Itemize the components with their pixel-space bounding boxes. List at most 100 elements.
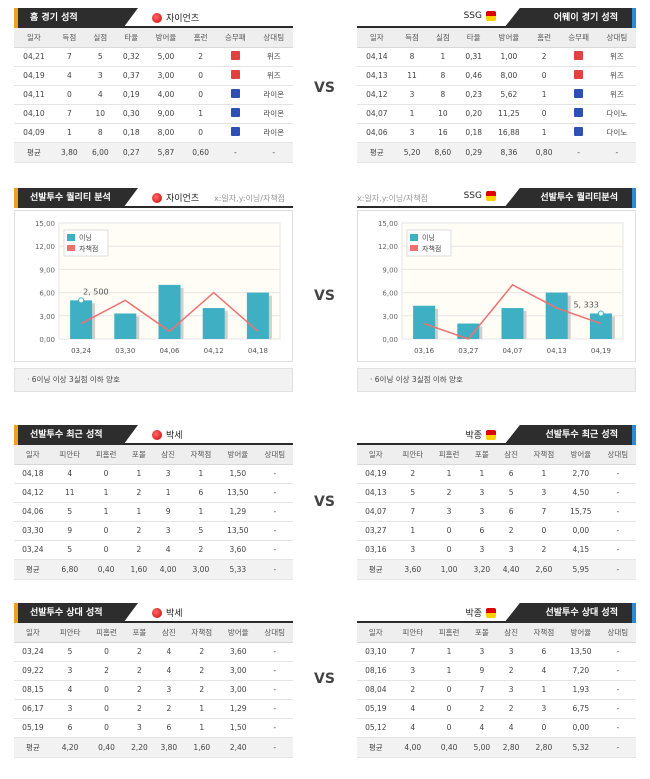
column-header: 일자 [357, 28, 397, 48]
table-cell: 2 [124, 540, 154, 560]
table-row: 03,30 9 0 2 3 5 13,50- [14, 521, 293, 541]
column-header: 득점 [396, 28, 428, 48]
column-header: 승무패 [216, 28, 255, 48]
inning-bar [202, 308, 225, 339]
result-badge-icon [230, 127, 240, 136]
column-header: 자책점 [525, 623, 563, 643]
pitcher-recent-left-panel: 선발투수 최근 성적 박세 일자 피안타 피홈런 포볼 삼진 자책점 방어율 상대팀 04,18… [14, 425, 293, 580]
table-cell: 04,12 [14, 483, 52, 503]
table-cell: 5,00 [146, 47, 186, 67]
table-cell: 7 [394, 502, 431, 522]
table-cell: 3 [396, 85, 428, 105]
table-cell: 13,50 [219, 521, 257, 541]
inning-bar [413, 305, 436, 339]
table-row: 04,11 0 4 0,19 4,00 0 라이온 [14, 85, 293, 105]
table-cell: 05,19 [357, 699, 395, 719]
average-cell: 0,27 [115, 142, 147, 163]
table-cell: 1 [430, 661, 468, 681]
column-header: 상대팀 [599, 623, 636, 643]
table-cell: 04,19 [14, 66, 54, 86]
average-cell: - [254, 142, 293, 163]
table-cell: 8,00 [489, 66, 529, 86]
table-cell: 2 [124, 661, 155, 681]
table-cell: 11 [51, 483, 88, 503]
table-cell: 0 [430, 680, 468, 700]
average-cell: 3,80 [53, 142, 85, 163]
table-row: 04,19 4 3 0,37 3,00 0 위즈 [14, 66, 293, 86]
average-cell: 2,60 [525, 559, 563, 580]
average-cell: 0,40 [87, 559, 125, 580]
table-cell: 9,00 [146, 104, 186, 124]
away-record-header: SSG 어웨이 경기 성적 [357, 8, 636, 28]
column-header: 실점 [427, 28, 459, 48]
average-cell: 4,20 [51, 737, 89, 758]
average-row: 평균 4,20 0,40 2,20 3,80 1,60 2,40- [14, 737, 293, 758]
table-cell: 11,25 [489, 104, 529, 124]
table-cell: - [599, 680, 636, 700]
ssg-logo-icon [486, 11, 496, 21]
table-cell: 0 [87, 464, 125, 484]
average-cell: 3,00 [182, 559, 220, 580]
average-cell: 0,80 [528, 142, 560, 163]
column-header: 피홈런 [430, 623, 468, 643]
legend-label: 자책점 [422, 244, 441, 253]
pitcher-recent-left-title: 선발투수 최근 성적 [14, 425, 138, 445]
pitcher-recent-right-panel: 박종 선발투수 최근 성적 일자 피안타 피홈런 포볼 삼진 자책점 방어율 상대팀 04,19… [357, 425, 636, 580]
vs-label: VS [314, 288, 335, 304]
pitcher-vs-right-title: 선발투수 상대 성적 [504, 603, 636, 623]
table-cell: 0 [88, 680, 125, 700]
average-cell: 8,60 [427, 142, 459, 163]
table-cell: 1 [396, 104, 428, 124]
quality-chart-svg: 0,00 3,00 6,00 9,00 12,00 15,00 03,16 03,27 04,0… [378, 220, 624, 355]
table-cell: 0,20 [458, 104, 490, 124]
pitcher-vs-right-header: 박종 선발투수 상대 성적 [357, 603, 636, 623]
average-cell: 6,00 [84, 142, 116, 163]
average-cell: 1,00 [430, 559, 468, 580]
table-cell: 0,18 [115, 123, 147, 143]
table-cell: 3 [124, 718, 155, 738]
table-cell: 7 [467, 680, 497, 700]
legend-label: 이닝 [422, 233, 435, 242]
table-cell: 3 [394, 661, 431, 681]
table-cell: 6 [496, 464, 526, 484]
table-row: 05,19 4 0 2 2 3 6,75- [357, 699, 636, 719]
column-header: 피안타 [394, 623, 431, 643]
table-cell: 1 [430, 464, 468, 484]
table-cell: 3 [430, 502, 468, 522]
table-row: 04,10 7 10 0,30 9,00 1 라이온 [14, 104, 293, 124]
column-header: 방어율 [489, 28, 529, 48]
team-label: SSG [464, 191, 496, 201]
table-cell: 위즈 [597, 66, 636, 86]
table-cell: 0 [185, 123, 217, 143]
table-cell: 3 [496, 540, 526, 560]
table-cell: 11 [396, 66, 428, 86]
table-cell: - [256, 521, 293, 541]
column-header: 승무패 [559, 28, 598, 48]
table-row: 03,24 5 0 2 4 2 3,60- [14, 642, 293, 662]
average-cell: 0,40 [88, 737, 125, 758]
column-header: 득점 [53, 28, 85, 48]
y-tick-label: 12,00 [35, 243, 55, 251]
table-cell: - [599, 521, 636, 541]
table-cell: 0 [185, 85, 217, 105]
table-cell: 8 [427, 85, 459, 105]
table-cell: 4,00 [146, 85, 186, 105]
table-row: 04,12 3 8 0,23 5,62 1 위즈 [357, 85, 636, 105]
giants-logo-icon [152, 12, 162, 23]
x-tick-label: 04,07 [502, 347, 522, 355]
table-cell: 08,15 [14, 680, 52, 700]
table-cell: 04,07 [357, 502, 395, 522]
table-cell: 8 [396, 47, 428, 67]
table-cell: 04,06 [357, 123, 397, 143]
y-tick-label: 15,00 [378, 220, 398, 228]
average-cell: - [599, 737, 636, 758]
team-name: SSG [463, 191, 482, 201]
table-row: 04,09 1 8 0,18 8,00 0 라이온 [14, 123, 293, 143]
average-cell: - [599, 559, 636, 580]
column-header: 방어율 [562, 623, 600, 643]
result-badge-icon [230, 70, 240, 79]
column-header: 방어율 [219, 445, 257, 465]
table-cell: 8 [84, 123, 116, 143]
inning-bar [70, 300, 93, 339]
result-cell [216, 123, 255, 143]
